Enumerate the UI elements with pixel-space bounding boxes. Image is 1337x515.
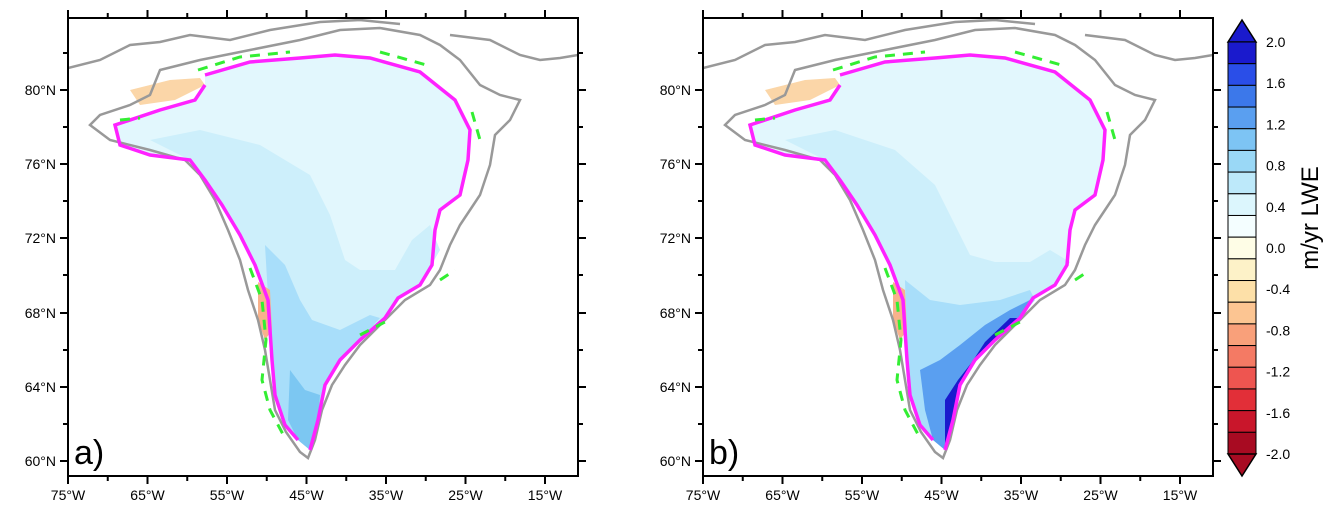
panel-a: 80°N 76°N 72°N 68°N 64°N 60°N 75°W 65°W 55°W 45°W…: [25, 10, 586, 503]
panel-a-lat-label: 64°N: [25, 379, 56, 395]
colorbar-swatch: [1227, 214, 1257, 238]
panel-b-lon-label: 45°W: [924, 487, 959, 503]
colorbar-swatch: [1227, 366, 1257, 390]
panel-b-lat-label: 68°N: [660, 305, 691, 321]
panel-b-accumulation-band-1: [785, 130, 1070, 450]
panel-b-lat-label: 64°N: [660, 379, 691, 395]
panel-a-lon-label: 45°W: [289, 487, 324, 503]
colorbar-tick-label: 0.4: [1266, 199, 1286, 215]
panel-a-ticks: 80°N 76°N 72°N 68°N 64°N 60°N 75°W 65°W 55°W 45°W…: [25, 10, 586, 503]
panel-b-lon-label: 25°W: [1083, 487, 1118, 503]
colorbar-tick-label: -0.4: [1266, 281, 1290, 297]
panel-b-lon-label: 55°W: [845, 487, 880, 503]
colorbar-swatch: [1227, 280, 1257, 303]
colorbar-swatch: [1227, 84, 1257, 108]
panel-b-lon-label: 15°W: [1163, 487, 1198, 503]
panel-a-lon-label: 25°W: [448, 487, 483, 503]
colorbar-under-triangle: [1226, 453, 1258, 478]
panel-a-lon-label: 55°W: [210, 487, 245, 503]
panel-a-lat-label: 76°N: [25, 156, 56, 172]
colorbar-swatch: [1227, 345, 1257, 368]
panel-a-ablation-northwest: [130, 78, 205, 105]
panel-a-map: [68, 18, 578, 460]
colorbar-swatch: [1227, 388, 1257, 412]
panel-a-lon-label: 15°W: [528, 487, 563, 503]
colorbar-swatch: [1227, 236, 1257, 260]
panel-a-lat-label: 80°N: [25, 82, 56, 98]
colorbar-tick-label: -1.2: [1266, 364, 1290, 380]
panel-b-map: [703, 18, 1213, 460]
colorbar-swatch: [1227, 193, 1257, 216]
colorbar-swatch: [1227, 258, 1257, 282]
panel-a-lat-label: 60°N: [25, 453, 56, 469]
panel-a-label: a): [74, 434, 104, 472]
panel-a-lon-label: 75°W: [51, 487, 86, 503]
colorbar-tick-label: -0.8: [1266, 322, 1290, 338]
colorbar-title: m/yr LWE: [1297, 166, 1324, 270]
colorbar-swatch: [1227, 149, 1257, 173]
colorbar-swatch: [1227, 106, 1257, 130]
panel-b-lon-label: 75°W: [686, 487, 721, 503]
colorbar-swatch: [1227, 41, 1257, 65]
panel-b-lon-label: 35°W: [1004, 487, 1039, 503]
panel-b-label: b): [709, 434, 739, 472]
colorbar-tick-label: 0.0: [1266, 240, 1286, 256]
panel-b: 80°N 76°N 72°N 68°N 64°N 60°N 75°W 65°W 55°W 45°W…: [660, 10, 1221, 503]
panel-b-high-accumulation: [945, 318, 1020, 445]
colorbar-tick-label: 1.6: [1266, 75, 1286, 91]
panel-a-lat-label: 68°N: [25, 305, 56, 321]
colorbar-swatch: [1227, 431, 1257, 455]
panel-b-lat-label: 80°N: [660, 82, 691, 98]
panel-a-lon-label: 35°W: [369, 487, 404, 503]
colorbar-swatch: [1227, 410, 1257, 433]
panel-a-accumulation-band-3: [288, 370, 320, 450]
panel-a-frame: [67, 17, 579, 477]
colorbar-tick-label: 1.2: [1266, 116, 1286, 132]
panel-b-coastline-north: [703, 18, 1213, 70]
colorbar-tick-label: -2.0: [1266, 446, 1290, 462]
panel-b-ticks: 80°N 76°N 72°N 68°N 64°N 60°N 75°W 65°W 55°W 45°W…: [660, 10, 1221, 503]
panel-b-lat-label: 76°N: [660, 156, 691, 172]
colorbar-tick-label: 0.8: [1266, 158, 1286, 174]
panel-b-lat-label: 72°N: [660, 230, 691, 246]
colorbar-swatch: [1227, 171, 1257, 195]
colorbar-swatch: [1227, 63, 1257, 86]
panel-a-lat-label: 72°N: [25, 230, 56, 246]
colorbar-tick-label: 2.0: [1266, 34, 1286, 50]
colorbar: 2.0 1.6 1.2 0.8 0.4 0.0 -0.4 -0.8 -1.2 -1.6 -2.0: [1226, 18, 1290, 478]
panel-a-green-boundary: [119, 50, 482, 439]
panel-b-frame: [702, 17, 1214, 477]
panel-a-coastline-north: [68, 18, 578, 70]
panel-a-lon-label: 65°W: [130, 487, 165, 503]
colorbar-swatch: [1227, 323, 1257, 347]
panel-b-ablation-northwest: [765, 78, 840, 105]
colorbar-tick-label: -1.6: [1266, 405, 1290, 421]
colorbar-swatch: [1227, 128, 1257, 151]
panel-b-green-boundary: [754, 50, 1117, 439]
colorbar-swatch: [1227, 301, 1257, 325]
panel-b-lon-label: 65°W: [765, 487, 800, 503]
panel-b-lat-label: 60°N: [660, 453, 691, 469]
colorbar-over-triangle: [1226, 18, 1258, 43]
